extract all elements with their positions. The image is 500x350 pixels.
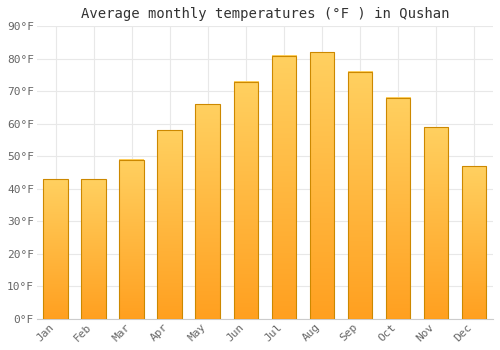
- Bar: [424, 127, 448, 319]
- Bar: [310, 52, 334, 319]
- Bar: [272, 56, 296, 319]
- Bar: [158, 130, 182, 319]
- Bar: [196, 104, 220, 319]
- Bar: [386, 98, 410, 319]
- Bar: [348, 72, 372, 319]
- Bar: [44, 179, 68, 319]
- Title: Average monthly temperatures (°F ) in Qushan: Average monthly temperatures (°F ) in Qu…: [80, 7, 449, 21]
- Bar: [462, 166, 486, 319]
- Bar: [234, 82, 258, 319]
- Bar: [82, 179, 106, 319]
- Bar: [120, 160, 144, 319]
